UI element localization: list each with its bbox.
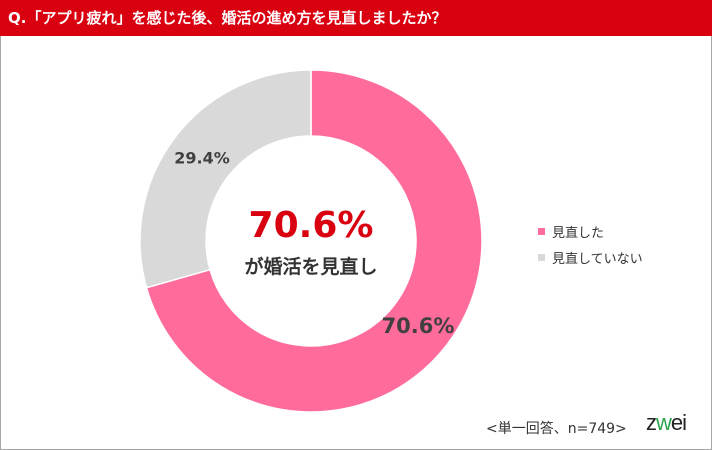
legend-item-reviewed: 見直した xyxy=(538,218,643,244)
legend-swatch xyxy=(538,227,545,235)
legend: 見直した 見直していない xyxy=(538,218,643,270)
donut-slice-0 xyxy=(145,69,483,413)
donut-slice-1 xyxy=(139,69,312,289)
zwei-logo: zwei xyxy=(646,410,687,435)
footnote: <単一回答、n=749> xyxy=(486,421,627,437)
legend-item-not-reviewed: 見直していない xyxy=(538,244,643,270)
data-label-1: 29.4% xyxy=(174,149,230,168)
legend-label: 見直した xyxy=(552,225,605,241)
legend-label: 見直していない xyxy=(552,251,643,267)
question-title: Q.「アプリ疲れ」を感じた後、婚活の進め方を見直しましたか？ xyxy=(0,0,712,36)
data-label-0: 70.6% xyxy=(382,314,455,338)
legend-swatch xyxy=(538,253,545,261)
center-label: が婚活を見直し xyxy=(244,256,378,278)
center-value: 70.6% xyxy=(248,205,374,246)
